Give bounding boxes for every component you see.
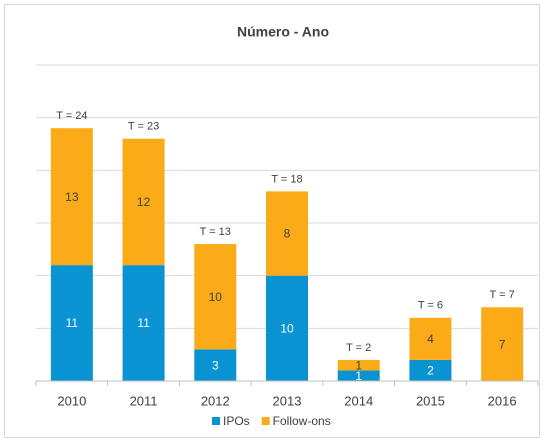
segment-label: 1 (355, 369, 362, 383)
bar-segment (50, 128, 93, 266)
legend-label: Follow-ons (273, 414, 331, 428)
total-label: T = 18 (271, 173, 302, 185)
x-tick-label: 2011 (130, 393, 158, 408)
x-tick-label: 2014 (344, 393, 373, 408)
bar-segment (337, 370, 380, 381)
total-label: T = 7 (490, 289, 515, 301)
bar-segment (337, 359, 380, 371)
segment-label: 13 (65, 190, 79, 204)
legend-swatch (261, 417, 270, 425)
total-label: T = 23 (128, 121, 159, 133)
segment-label: 4 (427, 332, 434, 346)
bar-segment (266, 191, 308, 276)
x-tick-label: 2013 (273, 393, 302, 408)
bar-segment (409, 317, 452, 360)
bar-segment (194, 244, 237, 350)
bar-segment (50, 265, 93, 381)
legend-swatch (212, 417, 220, 425)
x-tick-label: 2012 (201, 393, 230, 408)
total-label: T = 2 (346, 342, 371, 354)
bar-segment (122, 265, 165, 381)
segment-label: 7 (499, 337, 506, 351)
segment-label: 8 (284, 227, 291, 241)
legend-label: IPOs (223, 414, 250, 428)
total-label: T = 24 (56, 110, 87, 122)
total-label: T = 13 (200, 226, 231, 238)
x-tick-label: 2016 (488, 393, 517, 408)
segment-label: 1 (355, 358, 362, 372)
segment-label: 10 (280, 322, 294, 336)
segment-label: 10 (209, 290, 223, 304)
segment-label: 11 (66, 316, 79, 330)
segment-label: 3 (212, 358, 219, 372)
bar-segment (266, 275, 308, 381)
bar-segment (481, 307, 524, 381)
x-tick-label: 2010 (57, 393, 86, 408)
x-tick-label: 2015 (416, 393, 445, 408)
chart-title: Número - Ano (237, 24, 329, 40)
bar-segment (194, 349, 237, 381)
bar-segment (122, 138, 165, 266)
total-label: T = 6 (418, 300, 443, 312)
segment-label: 12 (137, 195, 151, 209)
segment-label: 11 (137, 316, 150, 330)
segment-label: 2 (427, 364, 434, 378)
bar-segment (409, 359, 452, 381)
